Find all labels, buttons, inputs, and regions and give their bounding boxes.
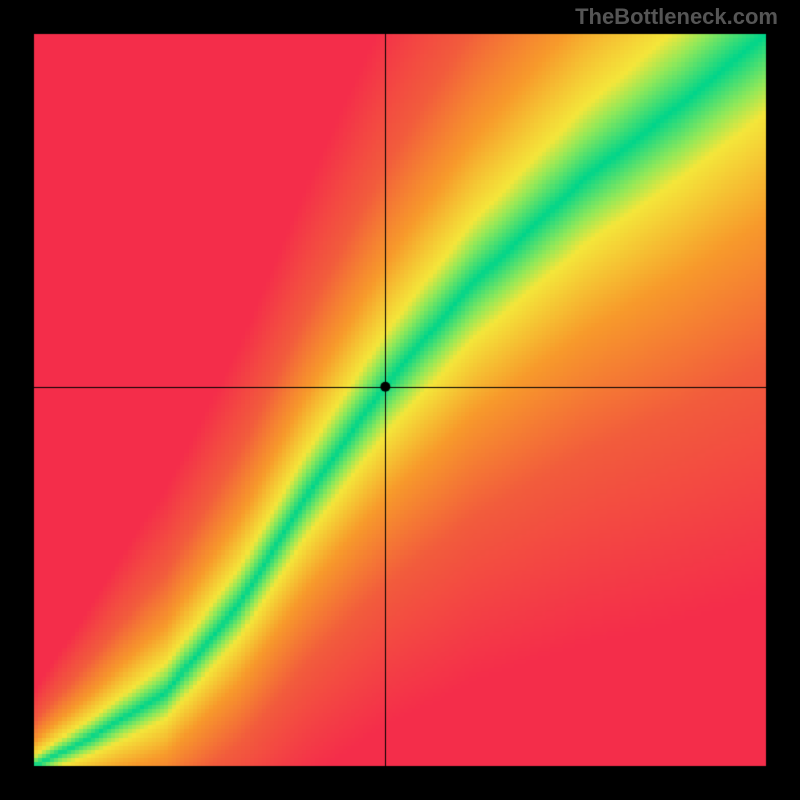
attribution-text: TheBottleneck.com — [575, 4, 778, 30]
bottleneck-heatmap — [0, 0, 800, 800]
